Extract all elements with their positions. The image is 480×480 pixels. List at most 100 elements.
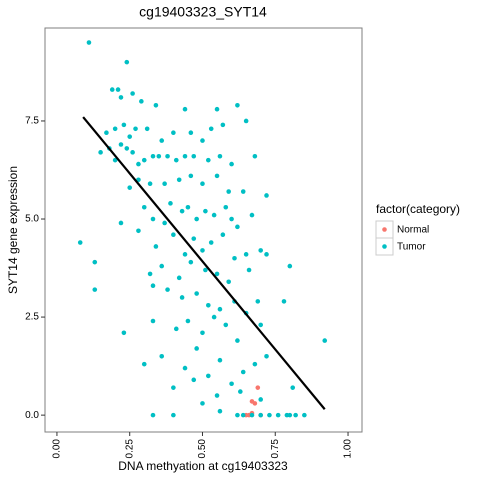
point — [179, 208, 185, 214]
point — [217, 357, 223, 363]
point — [249, 412, 255, 418]
point — [243, 118, 249, 124]
point — [77, 240, 83, 245]
point — [141, 157, 147, 163]
point — [229, 161, 234, 167]
point — [249, 212, 255, 218]
point — [287, 263, 293, 269]
point — [258, 397, 263, 402]
x-axis-title: DNA methyation at cg19403323 — [118, 459, 288, 473]
point — [118, 220, 124, 226]
point — [200, 330, 205, 336]
point — [287, 412, 293, 418]
point — [240, 369, 246, 375]
point — [211, 212, 217, 218]
chart-title: cg19403323_SYT14 — [139, 4, 267, 20]
y-tick-label: 5.0 — [25, 214, 39, 225]
point — [150, 153, 156, 159]
point — [235, 412, 240, 418]
x-tick-label: 0.00 — [52, 439, 63, 459]
point — [159, 138, 165, 143]
point — [229, 216, 234, 222]
point — [124, 59, 130, 65]
point — [153, 102, 159, 108]
point — [176, 177, 182, 183]
point — [176, 275, 182, 281]
point — [150, 412, 156, 418]
y-tick-label: 2.5 — [25, 312, 39, 323]
point — [173, 157, 179, 163]
point — [264, 193, 269, 198]
point — [191, 236, 197, 241]
point — [92, 287, 98, 292]
point — [322, 338, 328, 343]
point — [188, 130, 194, 136]
point — [302, 412, 307, 418]
point — [147, 181, 153, 187]
point — [200, 248, 205, 253]
point — [92, 259, 98, 265]
point — [136, 228, 141, 234]
point — [173, 326, 179, 332]
x-tick-label: 0.75 — [270, 439, 281, 459]
point — [214, 393, 220, 398]
legend-label: Normal — [397, 225, 429, 236]
point — [171, 130, 176, 136]
point — [220, 232, 226, 238]
point — [281, 299, 287, 304]
point — [104, 130, 109, 136]
point — [214, 106, 220, 112]
point — [206, 373, 211, 379]
point — [86, 40, 92, 45]
point — [133, 126, 138, 132]
point — [206, 157, 211, 163]
point — [150, 216, 156, 222]
point — [203, 208, 208, 214]
point — [255, 299, 261, 304]
point — [109, 87, 115, 92]
point — [121, 330, 127, 336]
point — [229, 381, 234, 387]
point — [223, 322, 229, 328]
point — [293, 412, 298, 418]
point — [290, 385, 296, 390]
point — [217, 306, 223, 312]
point — [112, 126, 118, 132]
point — [127, 185, 133, 190]
point — [144, 126, 150, 132]
point — [141, 204, 147, 210]
point — [98, 150, 103, 155]
point — [194, 346, 199, 351]
point — [223, 204, 229, 210]
point — [141, 361, 147, 367]
y-axis-title: SYT14 gene expression — [6, 166, 20, 294]
point — [235, 224, 240, 230]
legend-title: factor(category) — [376, 202, 460, 216]
point — [130, 150, 135, 155]
legend-marker — [382, 227, 387, 232]
point — [240, 189, 246, 194]
point — [214, 173, 220, 179]
x-tick-label: 0.25 — [124, 439, 135, 459]
x-tick-label: 1.00 — [343, 439, 354, 459]
point — [112, 157, 118, 163]
point — [139, 99, 144, 104]
point — [124, 146, 130, 151]
point — [165, 153, 170, 159]
point — [127, 134, 133, 139]
point — [258, 322, 263, 328]
point — [118, 142, 124, 147]
point — [182, 106, 188, 112]
point — [264, 353, 269, 359]
x-tick-label: 0.50 — [197, 439, 208, 459]
point — [168, 201, 173, 206]
point — [267, 412, 272, 418]
point — [171, 232, 176, 238]
point — [162, 181, 167, 187]
point — [246, 267, 252, 273]
point — [165, 287, 170, 292]
point — [200, 138, 205, 143]
point — [188, 173, 194, 179]
point — [159, 353, 165, 359]
